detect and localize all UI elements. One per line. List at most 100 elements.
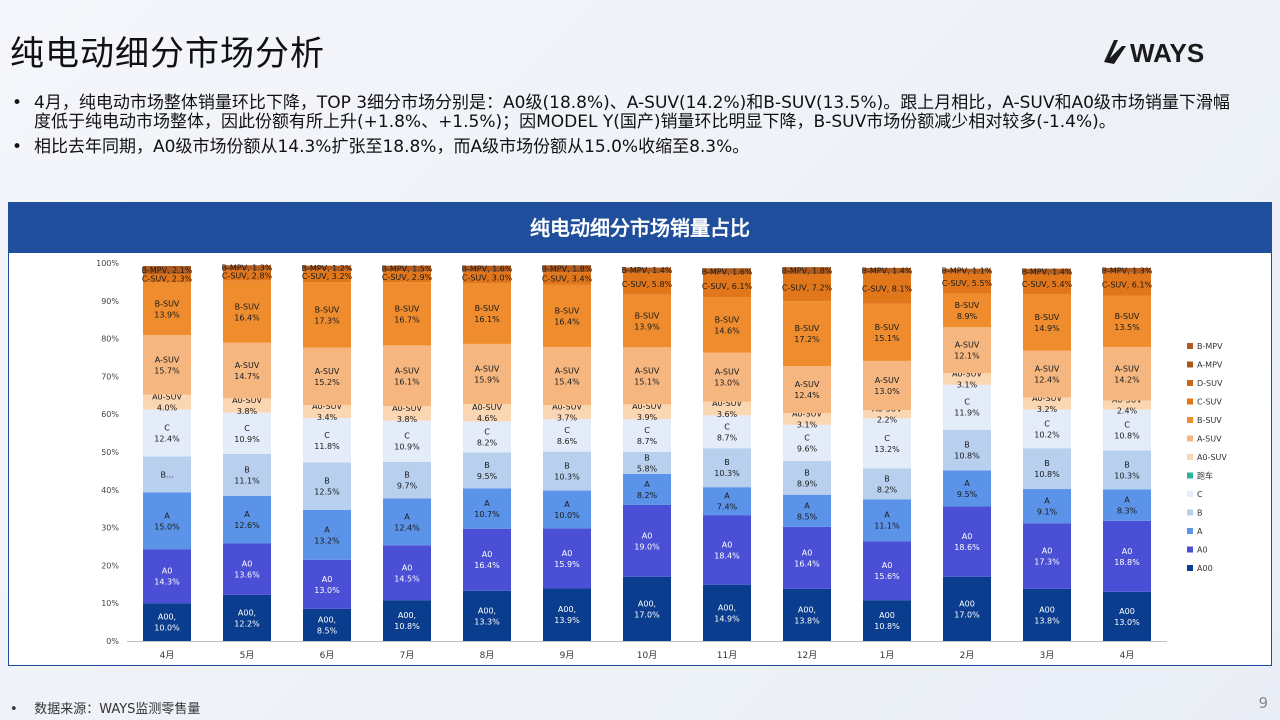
bar-segment <box>863 360 911 411</box>
bar-segment <box>223 398 271 413</box>
bullet-item: • 4月，纯电动市场整体销量环比下降，TOP 3细分市场分别是：A0级(18.8… <box>12 94 1242 132</box>
x-tick-label: 1月 <box>880 650 895 661</box>
data-label: 10.3% <box>554 473 580 482</box>
bar-segment <box>863 541 911 601</box>
data-label: A0 <box>162 567 173 576</box>
y-tick-label: 80% <box>101 335 119 344</box>
legend-label: A0-SUV <box>1197 453 1227 462</box>
bar-segment <box>703 268 751 275</box>
data-label: C <box>244 424 250 433</box>
y-tick-label: 0% <box>106 637 119 646</box>
bar-segment <box>1023 273 1071 295</box>
bar-segment <box>303 559 351 609</box>
data-label: 15.9% <box>474 375 500 384</box>
y-tick-label: 70% <box>101 372 119 381</box>
data-label: 11.1% <box>234 476 260 485</box>
x-tick-label: 12月 <box>797 650 817 661</box>
data-label: C-SUV, 8.1% <box>862 285 913 294</box>
bar-segment <box>543 272 591 285</box>
bar-segment <box>783 301 831 367</box>
bar-segment <box>703 274 751 298</box>
data-label: B-MPV, 1.6% <box>702 267 753 276</box>
bar-segment <box>143 282 191 336</box>
data-label: A0 <box>802 548 813 557</box>
data-label: A00, <box>798 605 816 614</box>
data-label: B-SUV <box>235 302 260 311</box>
bar-segment <box>623 576 671 641</box>
data-label: 9.5% <box>957 490 978 499</box>
bar-segment <box>943 268 991 273</box>
data-label: A <box>564 500 570 509</box>
data-label: 18.4% <box>714 551 740 560</box>
data-label: C <box>644 426 650 435</box>
data-label: 8.9% <box>957 312 978 321</box>
data-label: 18.6% <box>954 543 980 552</box>
page-number: 9 <box>1258 694 1268 712</box>
data-label: B <box>324 477 330 486</box>
data-label: A00, <box>718 603 736 612</box>
data-label: 13.9% <box>554 616 580 625</box>
bar-segment <box>1103 346 1151 401</box>
data-label: A <box>484 499 490 508</box>
x-tick-label: 9月 <box>560 650 575 661</box>
legend-swatch <box>1187 380 1193 386</box>
x-tick-label: 5月 <box>240 650 255 661</box>
bar-segment <box>1103 520 1151 592</box>
bar-segment <box>703 448 751 488</box>
data-label: A0-SUV <box>392 404 422 413</box>
data-label: A0-SUV <box>792 409 822 418</box>
data-label: B <box>1124 460 1130 469</box>
data-label: A-SUV <box>235 361 260 370</box>
bar-segment <box>303 282 351 348</box>
data-label: 14.5% <box>394 574 420 583</box>
bar-segment <box>783 273 831 302</box>
data-label: A <box>964 479 970 488</box>
stacked-bar-chart: 0% 10% 20% 30% 40% 50% 60% 70% 80% 90% 100% A00, 10.… <box>96 259 1227 661</box>
data-label: 12.1% <box>954 352 980 361</box>
data-label: B-MPV, 1.5% <box>382 264 433 273</box>
data-label: 8.9% <box>797 479 818 488</box>
data-label: B <box>804 468 810 477</box>
data-label: A-SUV <box>395 366 420 375</box>
data-label: A <box>804 501 810 510</box>
data-label: B-SUV <box>795 324 820 333</box>
bar-segment <box>463 403 511 422</box>
legend-swatch <box>1187 361 1193 368</box>
source-note: • 数据来源：WAYS监测零售量 <box>10 698 200 717</box>
data-label: 12.5% <box>314 488 340 497</box>
data-label: 19.0% <box>634 542 660 551</box>
legend-label: 跑车 <box>1197 471 1213 481</box>
bar-segment <box>1103 591 1151 641</box>
bar-segment <box>223 265 271 271</box>
data-label: A <box>1124 496 1130 505</box>
data-label: 17.0% <box>954 610 980 619</box>
y-tick-label: 40% <box>101 486 119 495</box>
data-label: B-MPV, 1.1% <box>942 267 993 276</box>
bar-segment <box>1023 588 1071 641</box>
data-label: A-SUV <box>875 376 900 385</box>
data-label: 3.2% <box>1037 405 1058 414</box>
bar-segment <box>703 415 751 449</box>
bar-segment <box>783 494 831 527</box>
legend-swatch <box>1187 398 1193 405</box>
legend-swatch <box>1187 454 1193 460</box>
legend-swatch <box>1187 528 1193 534</box>
bar-segment <box>943 470 991 507</box>
legend-label: C-SUV <box>1197 398 1222 407</box>
data-label: 13.0% <box>314 586 340 595</box>
data-label: 15.4% <box>554 378 580 387</box>
y-tick-label: 20% <box>101 561 119 570</box>
data-label: B <box>564 462 570 471</box>
data-label: C-SUV, 5.4% <box>1022 280 1073 289</box>
bullet-symbol: • <box>12 137 23 157</box>
bar-segment <box>783 366 831 414</box>
chart-panel: 纯电动细分市场销量占比 0% 10% 20% 30% 40% 50% 60% 70% 80% 90… <box>8 202 1272 666</box>
data-label: C <box>484 427 490 436</box>
bar-segment <box>543 419 591 452</box>
bar-segment <box>383 271 431 283</box>
data-label: A00, <box>238 608 256 617</box>
data-label: 14.9% <box>1034 324 1060 333</box>
bar-segment <box>303 509 351 560</box>
data-label: C <box>564 426 570 435</box>
bar-segment <box>303 270 351 283</box>
